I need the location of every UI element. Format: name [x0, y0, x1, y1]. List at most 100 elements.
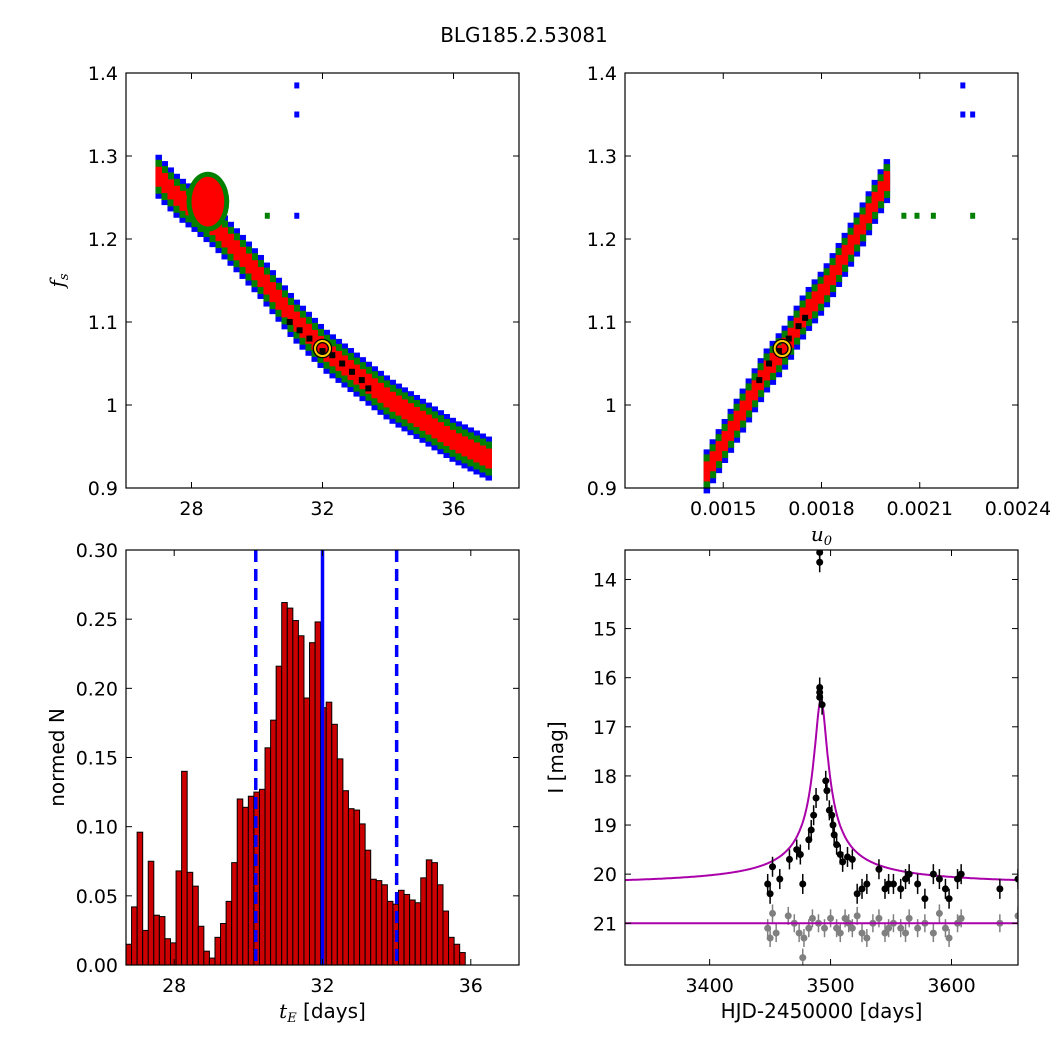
inner-bin — [161, 173, 168, 194]
inner-bin — [841, 244, 849, 265]
black-data-point — [818, 701, 826, 709]
histogram-bar — [169, 942, 177, 966]
inner-bin — [269, 282, 276, 303]
x-tick-label: 0.0024 — [985, 498, 1050, 520]
outlier-bin — [960, 82, 966, 89]
figure-title: BLG185.2.53081 — [440, 23, 608, 47]
inner-bin — [847, 234, 855, 255]
inner-bin — [461, 436, 468, 457]
inner-bin — [443, 425, 450, 446]
gray-data-point — [1014, 912, 1018, 920]
y-tick-label: 0.9 — [587, 478, 617, 500]
black-data-point — [957, 870, 965, 878]
histogram-bar — [186, 871, 194, 966]
histogram-bar — [264, 747, 272, 966]
plot-frame — [624, 72, 1019, 489]
core-bin — [319, 348, 326, 355]
histogram-bar — [281, 602, 288, 966]
inner-bin — [407, 403, 414, 424]
histogram-bar — [364, 849, 372, 966]
x-tick-label: 3400 — [685, 975, 733, 997]
black-data-point — [1014, 875, 1018, 883]
inner-bin — [377, 382, 384, 403]
y-tick-label: 1 — [605, 395, 617, 417]
histogram-bar — [203, 950, 210, 966]
inner-bin — [823, 275, 831, 296]
black-data-point — [863, 880, 871, 888]
inner-bin — [365, 373, 372, 394]
histogram-bar — [175, 870, 183, 966]
histogram-bar — [347, 808, 355, 966]
histogram-bar — [336, 758, 344, 966]
gray-data-point — [784, 912, 792, 920]
black-data-point — [929, 870, 937, 878]
gray-data-point — [853, 912, 861, 920]
black-data-point — [881, 885, 889, 893]
x-tick-label: 36 — [441, 498, 465, 520]
gray-data-point — [897, 924, 905, 932]
y-tick-label: 1 — [106, 395, 118, 417]
x-axis-label: tE [days] — [279, 999, 366, 1026]
histogram-bar — [398, 889, 405, 966]
black-data-point — [796, 850, 804, 858]
gray-data-point — [957, 914, 965, 922]
black-data-point — [839, 858, 847, 866]
inner-bin — [293, 311, 300, 332]
x-tick-label: 32 — [310, 975, 334, 997]
inner-bin — [389, 391, 396, 412]
core-bin — [358, 377, 365, 384]
histogram-bar — [270, 719, 277, 966]
tE-histogram-panel: 28 32 36 0.00 0.05 0.10 0.15 0.20 0.25 0.30 tE [da… — [45, 540, 520, 1026]
x-tick-label: 32 — [310, 498, 334, 520]
black-data-point — [833, 841, 841, 849]
black-data-point — [822, 777, 830, 785]
y-tick-label: 20 — [593, 864, 617, 886]
gray-data-point — [881, 929, 889, 937]
inner-bin — [227, 233, 234, 254]
histogram-bar — [192, 885, 199, 966]
gray-data-point — [766, 934, 774, 942]
inner-bin — [281, 297, 288, 318]
gray-data-point — [833, 924, 841, 932]
inner-bin — [395, 395, 402, 416]
black-data-point — [766, 890, 774, 898]
inner-bin — [275, 289, 282, 310]
black-data-point — [853, 890, 861, 898]
outlier-bin — [264, 212, 270, 219]
inner-bin — [763, 360, 771, 381]
gray-data-point — [827, 914, 835, 922]
core-bin — [775, 348, 782, 355]
black-data-point — [785, 855, 793, 863]
gray-data-point — [821, 924, 829, 932]
best-fit-marker — [314, 340, 331, 358]
y-tick-label: 0.05 — [76, 886, 118, 908]
inner-bin — [167, 179, 174, 200]
inner-bin — [401, 399, 408, 420]
black-data-point — [921, 895, 929, 903]
black-data-point — [828, 811, 836, 819]
y-tick-label: 0.00 — [76, 955, 118, 977]
core-bin — [296, 327, 303, 334]
histogram-bar — [448, 936, 455, 966]
inner-bin — [883, 171, 891, 192]
inner-bin — [811, 291, 819, 312]
plot-frame — [125, 72, 520, 489]
histogram-bar — [286, 607, 294, 966]
histogram-bar — [386, 900, 394, 966]
inner-bin — [353, 364, 360, 385]
histogram-bar — [275, 665, 283, 966]
x-tick-label: 3500 — [806, 975, 854, 997]
inner-bin — [835, 254, 843, 275]
gray-data-point — [941, 924, 949, 932]
inner-bin — [305, 323, 312, 344]
inner-bin — [245, 253, 252, 274]
inner-bin — [251, 260, 258, 281]
inner-bin — [239, 246, 246, 267]
inner-bin — [745, 390, 753, 411]
core-bin — [339, 360, 346, 367]
histogram-bar — [142, 929, 149, 966]
fs-vs-tE-panel: 28 32 36 0.9 1 1.1 1.2 1.3 1.4 fs — [45, 63, 520, 520]
histogram-bar — [403, 893, 411, 966]
gray-data-point — [935, 909, 943, 917]
core-bin — [756, 377, 763, 384]
